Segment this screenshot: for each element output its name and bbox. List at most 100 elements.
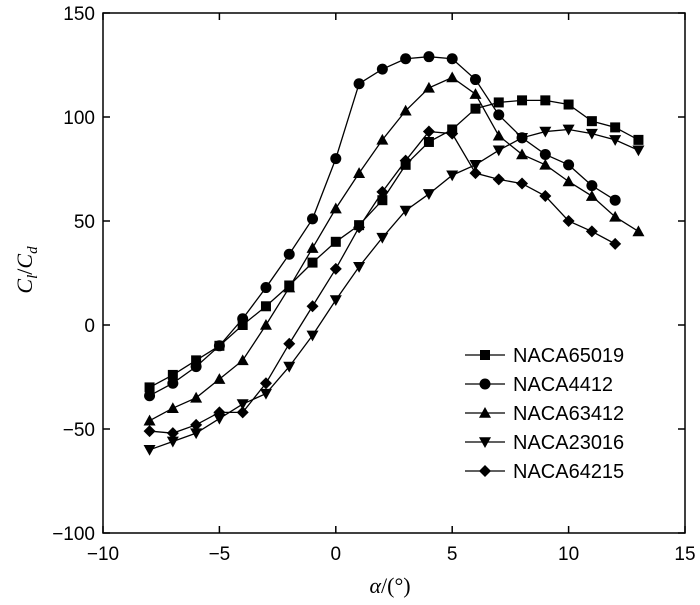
- legend-label-naca65019: NACA65019: [513, 345, 624, 367]
- data-point-naca4412: [144, 390, 156, 402]
- data-point-naca63412: [236, 354, 249, 366]
- legend-label-naca4412: NACA4412: [513, 374, 613, 396]
- x-tick-label: 10: [558, 544, 579, 565]
- legend-marker-naca63412: [479, 407, 491, 418]
- data-point-naca23016: [492, 145, 505, 157]
- data-point-naca23016: [283, 361, 296, 373]
- series-line-naca65019: [149, 99, 639, 388]
- data-point-naca23016: [213, 413, 226, 425]
- data-point-naca23016: [190, 428, 203, 440]
- series-line-naca63412: [149, 76, 639, 422]
- x-tick-label: 15: [674, 544, 695, 565]
- data-point-naca23016: [259, 388, 272, 400]
- data-point-naca23016: [469, 160, 482, 171]
- data-point-naca23016: [306, 330, 319, 342]
- data-point-naca64215: [306, 300, 319, 313]
- data-point-naca65019: [330, 236, 341, 247]
- data-point-naca64215: [213, 406, 226, 419]
- data-point-naca23016: [562, 124, 575, 136]
- data-point-naca23016: [353, 261, 366, 273]
- data-point-naca64215: [376, 185, 389, 198]
- data-point-naca4412: [283, 248, 295, 260]
- data-point-naca23016: [539, 126, 552, 138]
- data-point-naca23016: [329, 295, 342, 307]
- data-point-naca63412: [562, 175, 575, 187]
- y-axis-label-num: C: [12, 279, 37, 294]
- plot-area-frame: [102, 12, 686, 534]
- data-point-naca63412: [632, 225, 645, 237]
- data-point-naca63412: [143, 414, 156, 426]
- data-point-naca63412: [376, 133, 389, 145]
- data-point-naca65019: [144, 382, 155, 393]
- data-point-naca64215: [562, 215, 575, 227]
- data-point-naca4412: [493, 109, 505, 121]
- data-point-naca4412: [586, 180, 598, 192]
- x-axis-label: α/(°): [369, 573, 410, 598]
- data-point-naca23016: [143, 445, 156, 456]
- data-point-naca65019: [191, 355, 202, 366]
- data-point-naca63412: [609, 210, 622, 222]
- data-point-naca63412: [422, 81, 435, 93]
- data-point-naca4412: [400, 53, 412, 65]
- data-point-naca65019: [377, 195, 388, 206]
- data-point-naca65019: [517, 95, 528, 106]
- data-point-naca23016: [422, 189, 435, 200]
- y-axis-label-den: C: [12, 254, 37, 269]
- series-line-naca23016: [149, 128, 639, 451]
- data-point-naca63412: [353, 167, 366, 178]
- legend-marker-naca4412: [479, 378, 491, 390]
- data-point-naca4412: [423, 51, 435, 63]
- data-point-naca65019: [610, 122, 621, 133]
- x-tick-label: 0: [331, 544, 342, 565]
- legend-label-naca63412: NACA63412: [513, 403, 624, 425]
- data-point-naca23016: [446, 170, 459, 182]
- data-point-naca64215: [399, 154, 412, 167]
- data-point-naca64215: [446, 127, 459, 140]
- data-point-naca4412: [353, 78, 365, 90]
- data-point-naca64215: [539, 190, 552, 203]
- data-point-naca65019: [307, 257, 318, 268]
- y-axis-label-den-sub: d: [25, 246, 41, 254]
- data-point-naca4412: [167, 377, 179, 389]
- data-point-naca23016: [516, 133, 529, 144]
- data-point-naca64215: [585, 225, 598, 238]
- data-point-naca63412: [283, 281, 296, 293]
- data-point-naca4412: [539, 148, 551, 160]
- data-point-naca23016: [166, 436, 179, 448]
- y-tick-label: 0: [84, 316, 95, 337]
- data-point-naca65019: [470, 103, 481, 114]
- data-point-naca65019: [237, 320, 248, 330]
- data-point-naca4412: [307, 213, 319, 225]
- data-point-naca65019: [563, 99, 574, 110]
- data-point-naca64215: [516, 177, 529, 190]
- data-point-naca23016: [399, 205, 412, 217]
- data-point-naca65019: [633, 134, 644, 145]
- data-point-naca63412: [539, 158, 552, 170]
- y-tick-label: 50: [74, 212, 95, 233]
- data-point-naca63412: [259, 319, 272, 330]
- x-tick-label: −5: [209, 544, 231, 565]
- data-point-naca63412: [469, 88, 482, 99]
- data-point-naca4412: [237, 313, 249, 325]
- x-axis-label-main: α: [369, 573, 381, 598]
- data-point-naca23016: [609, 135, 622, 146]
- data-point-naca65019: [423, 136, 434, 147]
- data-point-naca64215: [259, 377, 272, 390]
- data-point-naca23016: [376, 232, 389, 244]
- data-point-naca23016: [236, 399, 249, 411]
- legend-label-naca23016: NACA23016: [513, 432, 624, 454]
- data-point-naca23016: [585, 128, 598, 140]
- x-tick-label: 5: [447, 544, 458, 565]
- data-point-naca4412: [563, 159, 575, 171]
- y-axis-label: Cl/Cd: [12, 246, 41, 294]
- data-point-naca63412: [399, 104, 412, 116]
- data-point-naca65019: [493, 97, 504, 108]
- data-point-naca4412: [609, 194, 621, 206]
- data-point-naca64215: [492, 173, 505, 186]
- data-point-naca23016: [632, 145, 645, 157]
- y-tick-label: 150: [63, 4, 95, 25]
- data-point-naca64215: [143, 425, 156, 438]
- data-point-naca4412: [330, 153, 342, 165]
